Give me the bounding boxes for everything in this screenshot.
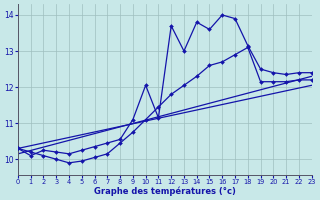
X-axis label: Graphe des températures (°c): Graphe des températures (°c) xyxy=(94,186,236,196)
